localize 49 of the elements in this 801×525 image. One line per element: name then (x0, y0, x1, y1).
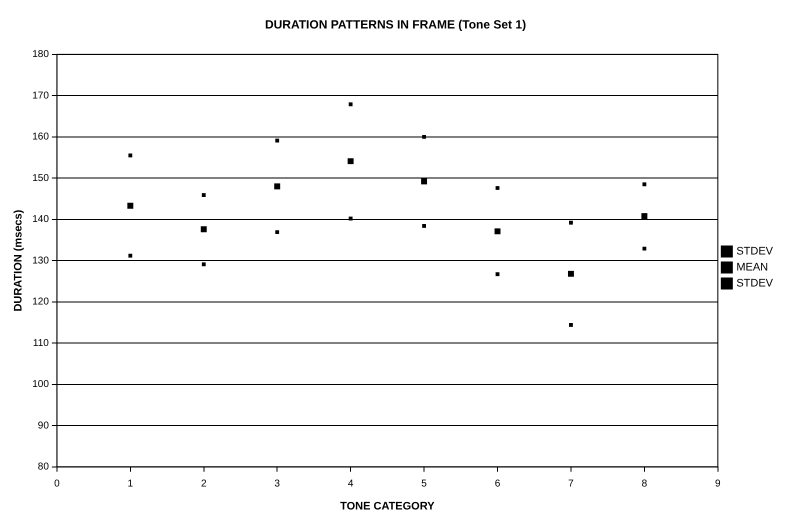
point (642, 246, 646, 251)
point (127, 202, 134, 209)
point (348, 216, 353, 220)
point (348, 102, 353, 106)
point (422, 224, 426, 228)
y-tick-label: 80 (38, 462, 50, 473)
y-tick-label: 100 (32, 379, 50, 390)
legend-label: STDEV (736, 278, 774, 290)
legend-label: STDEV (736, 246, 774, 258)
x-tick-label: 8 (642, 478, 648, 490)
point (422, 134, 426, 139)
y-tick-label: 110 (32, 338, 50, 349)
y-tick-label: 120 (32, 296, 50, 308)
point (128, 254, 132, 258)
point (202, 193, 206, 197)
x-tick-label: 7 (568, 478, 574, 490)
point (348, 158, 354, 164)
x-tick-label: 2 (200, 478, 207, 490)
point (569, 220, 573, 225)
point (274, 183, 280, 190)
x-tick-label: 1 (128, 478, 134, 490)
point (275, 230, 280, 234)
chart-title: DURATION PATTERNS IN FRAME (Tone Set 1) (264, 18, 526, 32)
point (494, 228, 500, 234)
point (496, 272, 500, 276)
point (496, 186, 500, 190)
point (642, 182, 646, 186)
x-tick-label: 5 (421, 478, 428, 490)
x-tick-label: 3 (274, 478, 280, 490)
x-tick-label: 9 (715, 478, 722, 490)
point (421, 178, 428, 184)
point (568, 270, 574, 277)
y-tick-label: 90 (38, 420, 50, 432)
x-tick-label: 4 (348, 478, 354, 490)
x-tick-label: 0 (54, 478, 60, 490)
y-tick-label: 130 (32, 255, 50, 266)
point (641, 213, 648, 220)
x-axis-title: TONE CATEGORY (340, 500, 436, 512)
y-tick-label: 140 (32, 214, 50, 226)
point (569, 323, 573, 327)
y-tick-label: 150 (32, 172, 50, 184)
y-tick-label: 160 (32, 132, 50, 143)
y-tick-label: 170 (32, 90, 50, 102)
y-tick-label: 180 (32, 49, 50, 60)
x-tick-label: 6 (494, 478, 501, 490)
legend-label: MEAN (736, 262, 768, 274)
point (128, 154, 132, 158)
point (275, 138, 280, 143)
y-axis-title: DURATION (msecs) (12, 209, 25, 312)
